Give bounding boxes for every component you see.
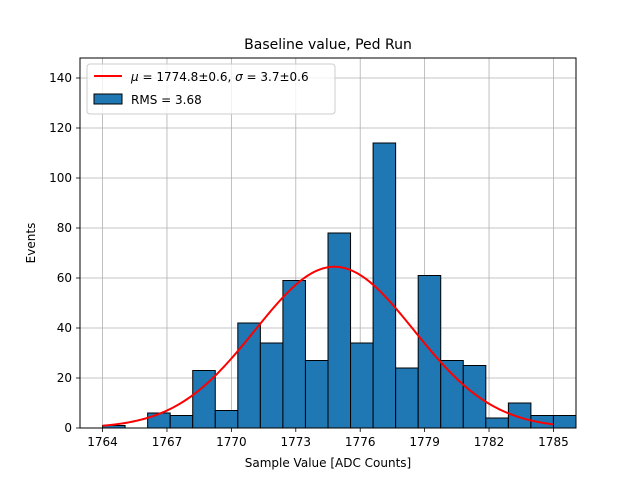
x-tick-label-4: 1776 [345,435,376,449]
x-axis-label: Sample Value [ADC Counts] [245,456,411,470]
y-tick-label-5: 100 [49,171,72,185]
histogram-bar-13 [395,367,419,429]
y-tick-label-7: 140 [49,71,72,85]
chart-title: Baseline value, Ped Run [244,37,412,53]
histogram-bar-15 [440,360,464,429]
histogram-bar-12 [372,142,397,429]
y-axis-label: Events [24,223,38,264]
legend-hist-swatch [93,93,123,105]
histogram-bar-8 [282,280,306,429]
legend-mu-symbol: μ [130,70,139,84]
histogram-bar-10 [327,232,352,429]
legend-sigma-value: = 3.7±0.6 [243,70,309,84]
y-tick-label-0: 0 [64,421,72,435]
legend-sigma-symbol: σ [235,70,243,84]
x-tick-label-1: 1767 [152,435,183,449]
histogram-bar-20 [552,415,577,429]
plot-area: 1764 1767 1770 1773 1776 1779 1782 1785 0 20 40 60… [49,57,577,449]
histogram-bar-5 [214,410,239,429]
x-tick-label-5: 1779 [409,435,440,449]
histogram-bar-9 [304,360,329,429]
y-axis-ticks: 0 20 40 60 80 100 120 140 [49,71,80,435]
legend-box [86,63,336,115]
x-tick-label-2: 1770 [216,435,247,449]
gaussian-fit-curve [102,265,554,427]
y-tick-label-1: 20 [57,371,72,385]
legend-hist-label: RMS = 3.68 [131,93,202,107]
y-tick-label-2: 40 [57,321,72,335]
x-tick-label-6: 1782 [474,435,505,449]
histogram-bar-3 [169,415,194,429]
histogram-bar-16 [462,365,487,429]
legend-mu-value: = 1774.8±0.6, [139,70,235,84]
x-tick-label-0: 1764 [87,435,118,449]
y-tick-label-4: 80 [57,221,72,235]
axes-frame [79,57,577,429]
histogram-bar-7 [259,342,284,429]
histogram-bars [102,142,577,429]
x-axis-ticks: 1764 1767 1770 1773 1776 1779 1782 1785 [87,428,569,449]
histogram-bar-11 [350,342,374,429]
histogram-bar-17 [485,417,509,429]
y-tick-label-3: 60 [57,271,72,285]
histogram-bar-2 [147,412,171,429]
legend-fit-label: μ = 1774.8±0.6, σ = 3.7±0.6 [130,70,309,84]
x-tick-label-7: 1785 [538,435,569,449]
legend: μ = 1774.8±0.6, σ = 3.7±0.6 RMS = 3.68 [86,63,336,115]
y-tick-label-6: 120 [49,121,72,135]
histogram-bar-14 [417,275,442,429]
x-tick-label-3: 1773 [281,435,312,449]
